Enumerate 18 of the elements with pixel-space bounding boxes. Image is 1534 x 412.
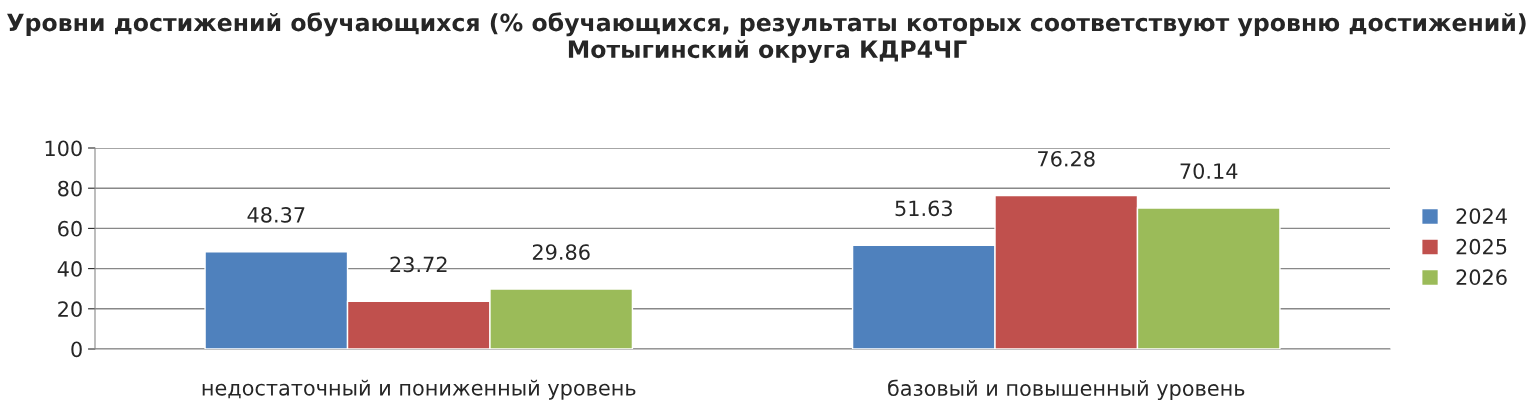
y-tick-label: 40 [57, 261, 82, 277]
y-tick-label: 0 [71, 341, 82, 358]
data-label: 70.14 [1180, 163, 1238, 179]
y-tick-label: 100 [45, 140, 82, 157]
data-label: 29.86 [532, 244, 590, 260]
y-tick-label: 80 [58, 180, 82, 197]
legend-label: 2025 [1456, 238, 1507, 255]
data-label: 51.63 [895, 200, 952, 217]
data-label: 48.37 [247, 206, 305, 223]
data-label: 23.72 [390, 256, 447, 273]
chart-title: Уровни достижений обучающихся (% обучающихся, результаты которых соответствуют уровню достижений) Мотыгинский округа КДР4ЧГ [7, 12, 1526, 63]
legend-label: 2026 [1456, 269, 1507, 286]
legend-label: 2024 [1456, 208, 1507, 224]
x-tick-label: базовый и повышенный уровень [888, 379, 1245, 401]
data-label: 76.28 [1038, 150, 1095, 167]
x-tick-label: недостаточный и пониженный уровень [202, 379, 636, 400]
y-tick-label: 20 [58, 301, 82, 318]
y-tick-label: 60 [58, 220, 82, 237]
